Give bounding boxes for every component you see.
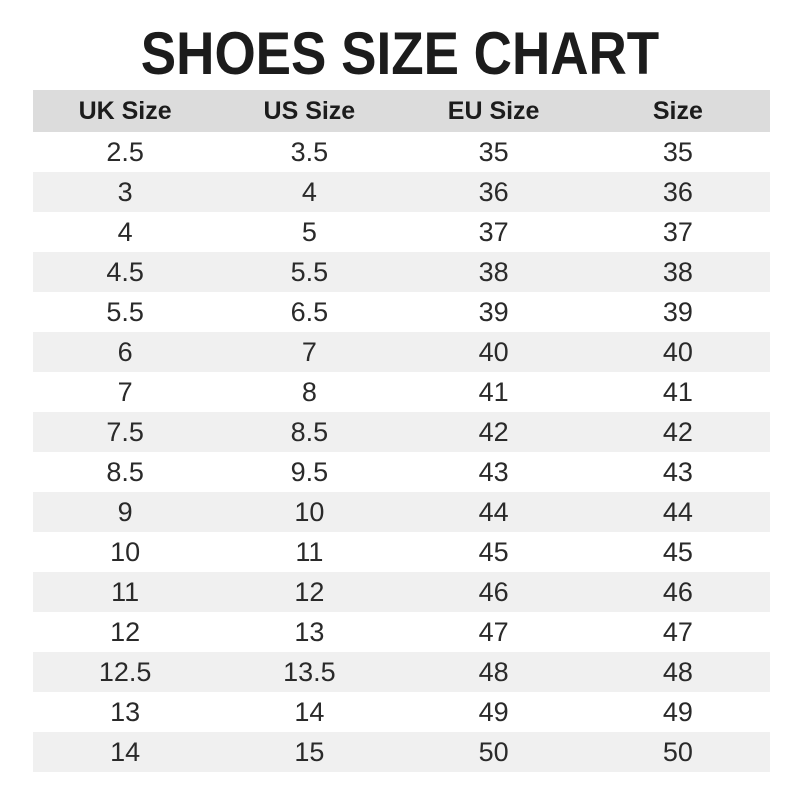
table-cell: 47 [478, 616, 509, 647]
table-cell: 36 [478, 176, 509, 207]
table-row: 3 4 36 36 [33, 172, 770, 212]
table-cell: 15 [294, 736, 325, 767]
table-cell: 4.5 [106, 256, 144, 287]
table-cell: 9 [117, 496, 133, 527]
table-cell: 7 [117, 376, 133, 407]
table-cell: 40 [478, 336, 509, 367]
table-cell: 35 [662, 136, 693, 167]
table-cell: 5.5 [290, 256, 329, 287]
table-row: 12.5 13.5 48 48 [33, 652, 770, 692]
table-cell: 43 [662, 456, 693, 487]
table-row: 4 5 37 37 [33, 212, 770, 252]
table-cell: 46 [478, 576, 509, 607]
column-header-size: Size [585, 90, 770, 132]
table-row: 12 13 47 47 [33, 612, 770, 652]
table-cell: 10 [110, 536, 141, 567]
table-cell: 4 [301, 176, 317, 207]
table-cell: 42 [478, 416, 509, 447]
table-row: 4.5 5.5 38 38 [33, 252, 770, 292]
table-cell: 49 [478, 696, 509, 727]
table-row: 13 14 49 49 [33, 692, 770, 732]
table-cell: 3 [117, 176, 133, 207]
table-cell: 42 [662, 416, 693, 447]
table-cell: 9.5 [290, 456, 329, 487]
table-header-row: UK Size US Size EU Size Size [33, 90, 770, 132]
table-cell: 37 [478, 216, 509, 247]
table-cell: 2.5 [106, 136, 144, 167]
table-cell: 45 [662, 536, 693, 567]
table-cell: 38 [478, 256, 509, 287]
table-cell: 12.5 [98, 656, 152, 687]
table-cell: 47 [662, 616, 693, 647]
table-cell: 49 [662, 696, 693, 727]
table-cell: 7.5 [106, 416, 144, 447]
table-cell: 14 [110, 736, 141, 767]
table-row: 2.5 3.5 35 35 [33, 132, 770, 172]
table-cell: 13 [110, 696, 141, 727]
table-cell: 39 [478, 296, 509, 327]
table-row: 7 8 41 41 [33, 372, 770, 412]
column-header-us-size: US Size [217, 90, 402, 132]
table-cell: 5 [301, 216, 317, 247]
table-cell: 8.5 [106, 456, 144, 487]
table-cell: 3.5 [290, 136, 329, 167]
table-cell: 48 [478, 656, 509, 687]
table-cell: 12 [110, 616, 141, 647]
table-header: UK Size US Size EU Size Size [33, 90, 770, 132]
table-cell: 5.5 [106, 296, 144, 327]
table-row: 8.5 9.5 43 43 [33, 452, 770, 492]
table-cell: 8 [301, 376, 317, 407]
table-cell: 6 [117, 336, 133, 367]
page-title: SHOES SIZE CHART [140, 20, 660, 88]
table-cell: 10 [294, 496, 325, 527]
table-cell: 7 [301, 336, 317, 367]
table-cell: 14 [294, 696, 325, 727]
table-row: 6 7 40 40 [33, 332, 770, 372]
table-cell: 37 [662, 216, 693, 247]
table-cell: 50 [478, 736, 509, 767]
table-cell: 39 [662, 296, 693, 327]
table-cell: 48 [662, 656, 693, 687]
table-cell: 41 [662, 376, 693, 407]
size-table-body: 2.5 3.5 35 35 3 4 36 36 4 5 37 37 4.5 5.5 38 38 5.5 6.5 39… [33, 132, 770, 772]
table-cell: 41 [478, 376, 509, 407]
table-cell: 12 [294, 576, 325, 607]
table-row: 9 10 44 44 [33, 492, 770, 532]
table-row: 11 12 46 46 [33, 572, 770, 612]
table-cell: 40 [662, 336, 693, 367]
table-cell: 45 [478, 536, 509, 567]
table-cell: 43 [478, 456, 509, 487]
table-row: 7.5 8.5 42 42 [33, 412, 770, 452]
table-cell: 13.5 [283, 656, 336, 687]
table-cell: 6.5 [290, 296, 329, 327]
table-cell: 13 [294, 616, 325, 647]
table-cell: 44 [478, 496, 509, 527]
table-cell: 46 [662, 576, 693, 607]
table-cell: 11 [111, 576, 140, 607]
table-cell: 4 [117, 216, 133, 247]
table-cell: 11 [295, 536, 324, 567]
table-cell: 38 [662, 256, 693, 287]
table-row: 5.5 6.5 39 39 [33, 292, 770, 332]
table-row: 14 15 50 50 [33, 732, 770, 772]
table-cell: 36 [662, 176, 693, 207]
table-cell: 44 [662, 496, 693, 527]
table-cell: 35 [478, 136, 509, 167]
table-row: 10 11 45 45 [33, 532, 770, 572]
size-chart-table: UK Size US Size EU Size Size 2.5 3.5 35 35 3… [33, 90, 770, 772]
column-header-eu-size: EU Size [401, 90, 586, 132]
table-cell: 8.5 [290, 416, 329, 447]
column-header-uk-size: UK Size [33, 90, 218, 132]
table-cell: 50 [662, 736, 693, 767]
